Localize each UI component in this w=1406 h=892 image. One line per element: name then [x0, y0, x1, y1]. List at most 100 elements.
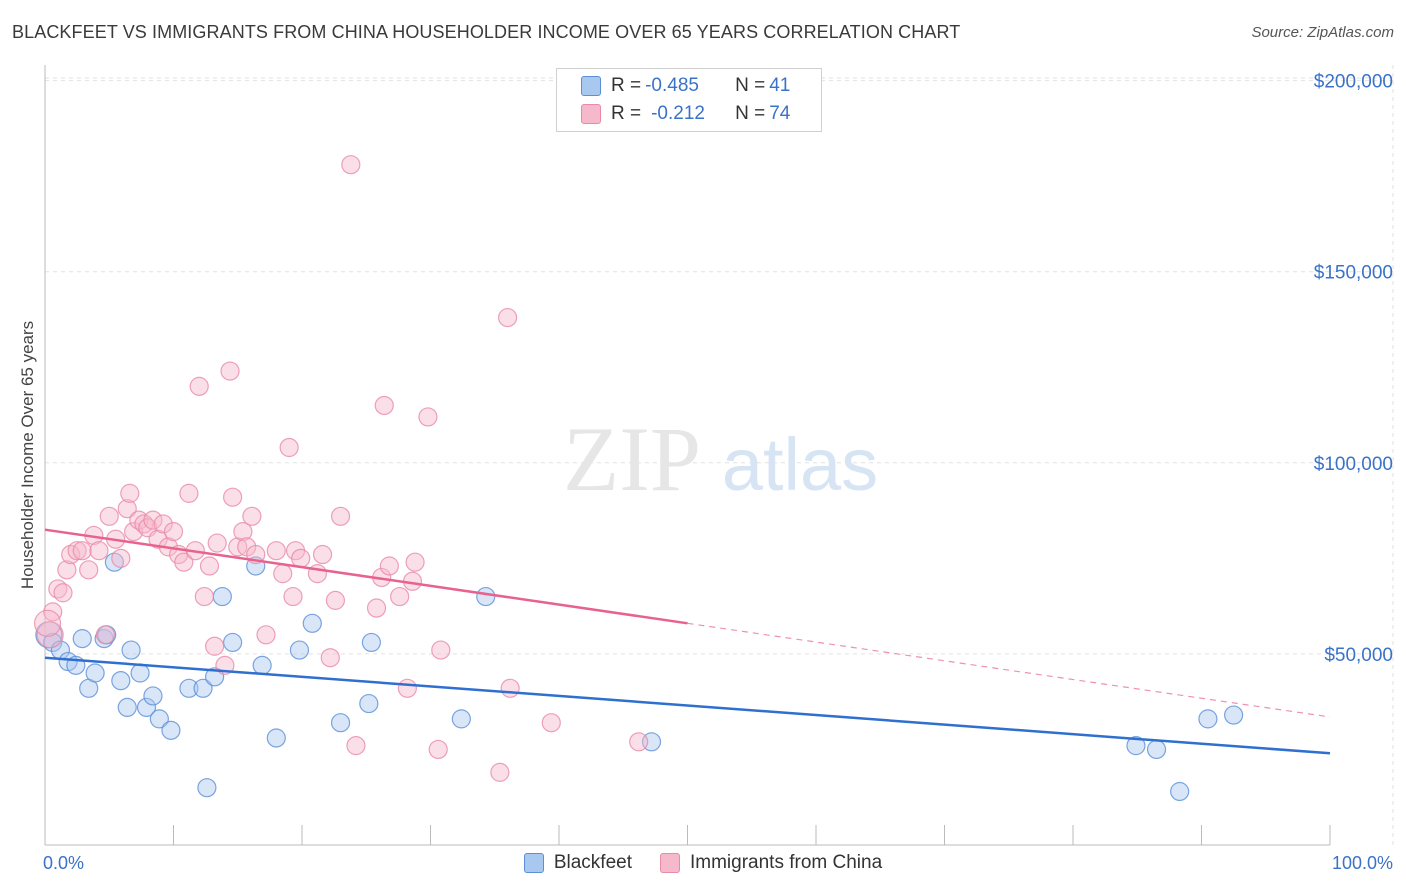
legend-label-blackfeet: Blackfeet	[553, 852, 632, 873]
point-china	[99, 506, 119, 526]
legend-r-value: -0.485	[645, 75, 699, 96]
point-blackfeet	[212, 586, 232, 607]
point-china	[366, 598, 387, 618]
legend-n-value: 41	[769, 75, 791, 96]
point-china	[283, 586, 303, 607]
point-china	[431, 640, 451, 660]
point-china	[242, 506, 262, 526]
point-china	[291, 548, 311, 568]
point-blackfeet	[161, 720, 181, 740]
y-tick-label: $50,000	[1324, 645, 1393, 666]
point-blackfeet	[149, 709, 169, 729]
point-china	[341, 155, 361, 175]
point-china	[220, 361, 240, 381]
x-tick-label-min: 0.0%	[43, 853, 84, 873]
point-china	[189, 376, 209, 396]
point-blackfeet	[1146, 739, 1167, 760]
point-china	[405, 552, 425, 572]
source-label: Source: ZipAtlas.com	[1251, 24, 1394, 41]
point-china	[266, 541, 286, 561]
point-blackfeet	[130, 663, 150, 683]
point-blackfeet	[289, 640, 310, 660]
legend-r-label: R =	[611, 75, 642, 96]
point-china	[374, 395, 394, 416]
point-china	[428, 739, 448, 760]
point-china	[153, 514, 173, 534]
point-blackfeet	[266, 728, 286, 748]
y-tick-label: $150,000	[1314, 263, 1393, 284]
point-china	[256, 625, 276, 645]
point-blackfeet	[72, 629, 92, 649]
point-china	[57, 560, 77, 580]
point-blackfeet	[111, 671, 131, 691]
point-china	[418, 407, 438, 427]
chart-title: BLACKFEET VS IMMIGRANTS FROM CHINA HOUSE…	[12, 22, 961, 42]
point-china	[397, 678, 417, 698]
stats-legend: R = -0.485 N = 41 R = -0.212 N = 74	[556, 68, 822, 132]
point-blackfeet	[451, 709, 471, 729]
point-china	[53, 583, 73, 603]
point-china	[500, 678, 520, 698]
point-blackfeet	[361, 632, 381, 653]
point-china	[194, 586, 214, 607]
point-blackfeet	[85, 663, 105, 683]
y-tick-label: $200,000	[1314, 72, 1393, 93]
point-china	[163, 521, 184, 542]
point-china	[89, 541, 109, 561]
point-blackfeet	[136, 697, 157, 718]
point-china	[148, 529, 168, 549]
point-china	[312, 544, 333, 565]
legend-item-china: Immigrants from China	[659, 852, 883, 874]
point-china	[174, 552, 194, 572]
point-china	[179, 483, 199, 503]
point-china	[143, 510, 163, 530]
point-china	[233, 521, 253, 542]
legend-r-label: R =	[611, 103, 642, 124]
point-blackfeet	[117, 697, 137, 718]
x-tick-label-max: 100.0%	[1332, 853, 1393, 873]
legend-row-china: R = -0.212 N = 74	[581, 101, 790, 127]
legend-label-china: Immigrants from China	[689, 852, 883, 873]
point-china	[207, 533, 227, 553]
legend-n-label: N =	[735, 103, 766, 124]
y-axis-label: Householder Income Over 65 years	[18, 320, 37, 590]
legend-row-blackfeet: R = -0.485 N = 41	[581, 73, 790, 99]
point-china	[541, 713, 561, 733]
point-china	[36, 621, 64, 649]
point-china	[330, 506, 351, 526]
point-blackfeet	[252, 655, 272, 675]
point-blackfeet	[330, 713, 351, 733]
point-china	[120, 483, 140, 503]
point-china	[111, 548, 131, 568]
point-blackfeet	[476, 586, 496, 607]
point-china	[279, 437, 299, 458]
point-china	[48, 579, 68, 599]
point-blackfeet	[179, 678, 199, 698]
point-blackfeet	[121, 640, 141, 660]
y-tick-label: $100,000	[1314, 454, 1393, 475]
point-china	[199, 556, 220, 576]
point-blackfeet	[359, 693, 379, 714]
point-blackfeet	[43, 632, 63, 653]
point-china	[205, 636, 225, 656]
legend-n-value: 74	[769, 103, 791, 124]
axes	[44, 65, 1331, 846]
point-blackfeet	[223, 632, 243, 653]
point-china	[629, 732, 649, 752]
point-china	[67, 541, 87, 561]
point-blackfeet	[197, 778, 217, 798]
point-blackfeet	[143, 686, 163, 706]
trend-line-blackfeet	[44, 656, 1331, 755]
trend-lines	[44, 528, 1331, 755]
point-china	[273, 564, 293, 584]
legend-swatch-blackfeet	[581, 76, 601, 96]
point-china	[325, 590, 346, 610]
point-china	[33, 609, 62, 637]
point-china	[498, 307, 518, 328]
point-blackfeet	[193, 678, 213, 698]
point-china	[95, 625, 115, 645]
x-tick-labels: 0.0% 100.0%	[43, 853, 1393, 873]
point-blackfeet	[1224, 705, 1244, 725]
point-blackfeet	[302, 613, 322, 633]
